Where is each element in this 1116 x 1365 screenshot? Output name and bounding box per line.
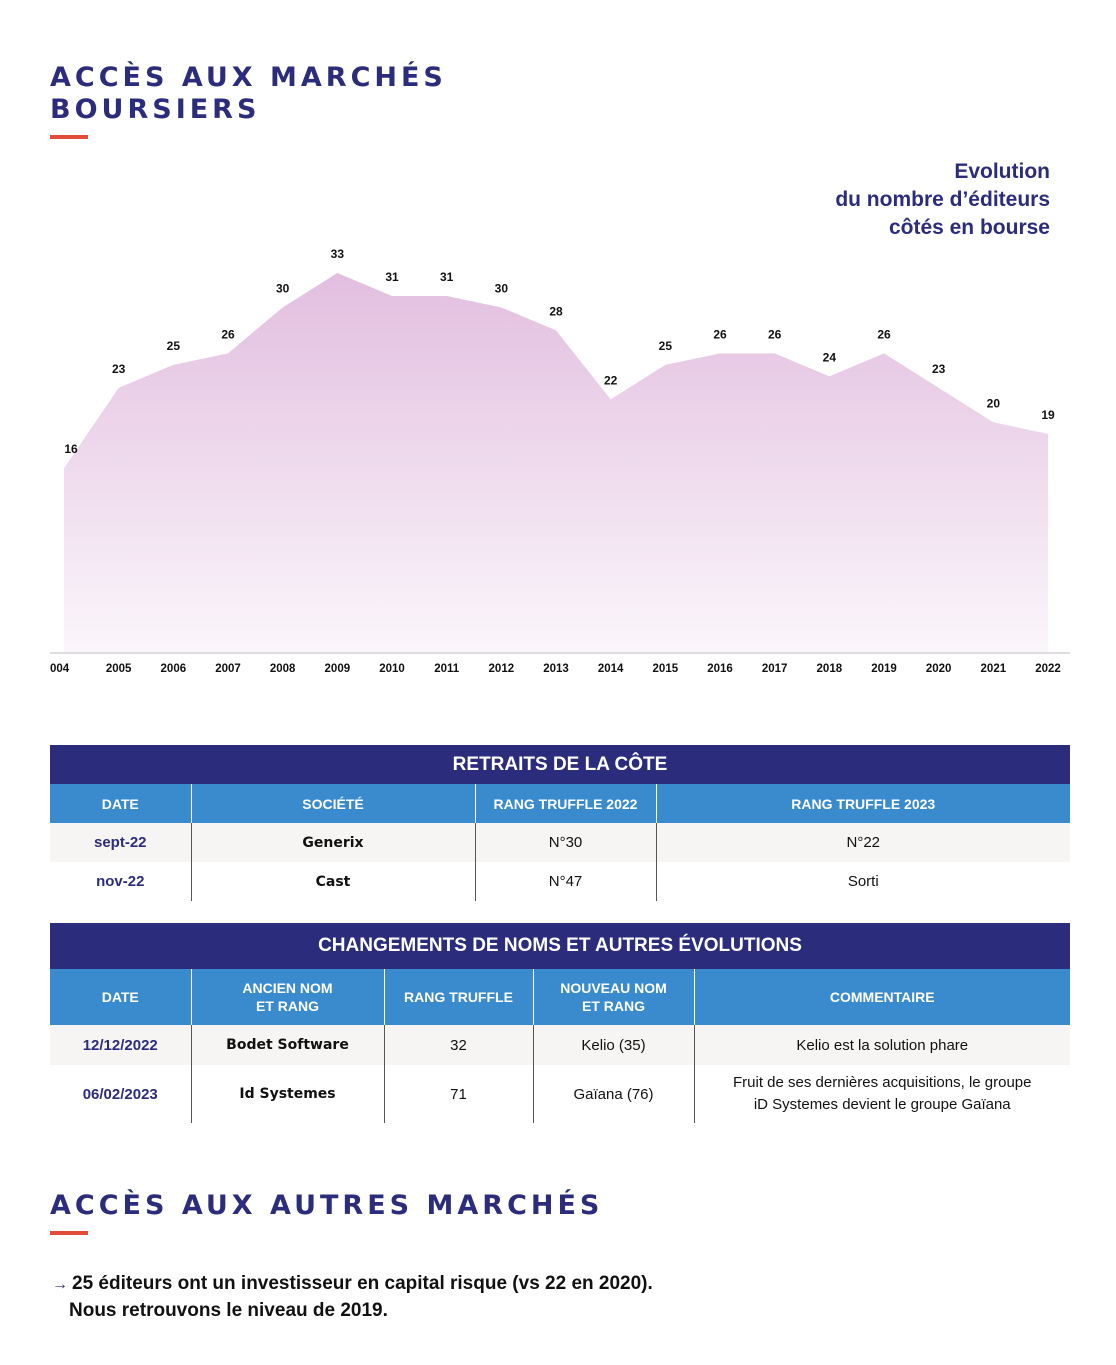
header-nouveau-nom: NOUVEAU NOM ET RANG xyxy=(532,969,694,1025)
data-label: 31 xyxy=(385,270,399,284)
data-label: 23 xyxy=(112,362,126,376)
title-underline xyxy=(50,1231,88,1235)
series-area xyxy=(64,273,1048,652)
cell-rang-2022: N°47 xyxy=(474,862,656,901)
data-label: 19 xyxy=(1041,408,1055,422)
data-label: 30 xyxy=(276,281,290,295)
cell-commentaire: Kelio est la solution phare xyxy=(693,1025,1070,1065)
title-underline xyxy=(50,135,88,139)
header-rang-2023: RANG TRUFFLE 2023 xyxy=(655,784,1070,823)
x-tick-label: 2010 xyxy=(379,663,405,675)
table-row: nov-22 Cast N°47 Sorti xyxy=(50,862,1070,901)
data-label: 24 xyxy=(823,350,837,364)
cell-date: nov-22 xyxy=(50,862,191,901)
retraits-table-title: RETRAITS DE LA CÔTE xyxy=(50,745,1070,784)
cell-nouveau-nom: Gaïana (76) xyxy=(532,1065,694,1123)
cell-date: 06/02/2023 xyxy=(50,1065,191,1123)
arrow-right-icon: → xyxy=(52,1276,68,1293)
x-tick-label: 2020 xyxy=(926,663,952,675)
cell-rang-2023: N°22 xyxy=(655,823,1070,862)
data-label: 26 xyxy=(221,327,235,341)
x-tick-label: 2022 xyxy=(1035,663,1061,675)
x-tick-label: 2005 xyxy=(106,663,132,675)
bullet-line-1: 25 éditeurs ont un investisseur en capit… xyxy=(72,1273,653,1294)
chart-title-line-1: Evolution xyxy=(954,160,1050,183)
data-label: 33 xyxy=(331,247,345,261)
x-tick-label: 2015 xyxy=(653,663,679,675)
data-label: 25 xyxy=(659,339,673,353)
data-label: 20 xyxy=(987,396,1001,410)
retraits-table: RETRAITS DE LA CÔTE DATE SOCIÉTÉ RANG TR… xyxy=(50,745,1070,901)
header-date: DATE xyxy=(50,969,191,1025)
cell-rang-truffle: 71 xyxy=(383,1065,533,1123)
data-label: 26 xyxy=(877,327,891,341)
changements-table-title: CHANGEMENTS DE NOMS ET AUTRES ÉVOLUTIONS xyxy=(50,923,1070,969)
x-tick-label: 2019 xyxy=(871,663,897,675)
cell-commentaire: Fruit de ses dernières acquisitions, le … xyxy=(693,1065,1070,1123)
data-label: 26 xyxy=(768,327,782,341)
data-label: 30 xyxy=(495,281,509,295)
table-row: 06/02/2023 Id Systemes 71 Gaïana (76) Fr… xyxy=(50,1065,1070,1123)
x-tick-label: 2021 xyxy=(981,663,1007,675)
changements-table: CHANGEMENTS DE NOMS ET AUTRES ÉVOLUTIONS… xyxy=(50,923,1070,1123)
data-label: 16 xyxy=(64,442,78,456)
x-tick-label: 2017 xyxy=(762,663,788,675)
data-label: 26 xyxy=(713,327,727,341)
x-tick-label: 2013 xyxy=(543,663,569,675)
bullet-line-2: Nous retrouvons le niveau de 2019. xyxy=(69,1300,388,1321)
header-date: DATE xyxy=(50,784,191,823)
header-rang-truffle: RANG TRUFFLE xyxy=(383,969,533,1025)
chart-title: Evolution du nombre d’éditeurs côtés en … xyxy=(835,158,1050,242)
data-label: 31 xyxy=(440,270,454,284)
x-tick-label: 2018 xyxy=(817,663,843,675)
section-title-autres-marches: ACCÈS AUX AUTRES MARCHÉS xyxy=(50,1190,604,1221)
x-tick-label: 2012 xyxy=(489,663,515,675)
cell-rang-2022: N°30 xyxy=(474,823,656,862)
x-tick-label: 2006 xyxy=(161,663,187,675)
cell-rang-truffle: 32 xyxy=(383,1025,533,1065)
x-tick-label: 2016 xyxy=(707,663,733,675)
data-label: 25 xyxy=(167,339,181,353)
cell-ancien-nom: Bodet Software xyxy=(190,1025,384,1065)
data-label: 22 xyxy=(604,373,618,387)
chart-title-line-2: du nombre d’éditeurs xyxy=(835,188,1050,211)
cell-societe: Generix xyxy=(190,823,475,862)
x-tick-label: 2008 xyxy=(270,663,296,675)
x-tick-label: 004 xyxy=(50,663,70,675)
header-societe: SOCIÉTÉ xyxy=(190,784,475,823)
chart-title-line-3: côtés en bourse xyxy=(888,216,1050,239)
cell-nouveau-nom: Kelio (35) xyxy=(532,1025,694,1065)
data-label: 28 xyxy=(549,304,563,318)
cell-rang-2023: Sorti xyxy=(655,862,1070,901)
header-rang-2022: RANG TRUFFLE 2022 xyxy=(474,784,656,823)
data-label: 23 xyxy=(932,362,946,376)
x-tick-label: 2011 xyxy=(434,663,460,675)
cell-ancien-nom: Id Systemes xyxy=(190,1065,384,1123)
table-row: 12/12/2022 Bodet Software 32 Kelio (35) … xyxy=(50,1025,1070,1065)
cell-date: 12/12/2022 xyxy=(50,1025,191,1065)
bullet-point: → 25 éditeurs ont un investisseur en capi… xyxy=(52,1271,653,1324)
cell-societe: Cast xyxy=(190,862,475,901)
table-row: sept-22 Generix N°30 N°22 xyxy=(50,823,1070,862)
header-commentaire: COMMENTAIRE xyxy=(693,969,1070,1025)
header-ancien-nom: ANCIEN NOM ET RANG xyxy=(190,969,384,1025)
cell-date: sept-22 xyxy=(50,823,191,862)
x-tick-label: 2007 xyxy=(215,663,241,675)
section-title-marches-boursiers: ACCÈS AUX MARCHÉS BOURSIERS xyxy=(50,62,447,125)
x-tick-label: 2014 xyxy=(598,663,624,675)
x-tick-label: 2009 xyxy=(325,663,351,675)
